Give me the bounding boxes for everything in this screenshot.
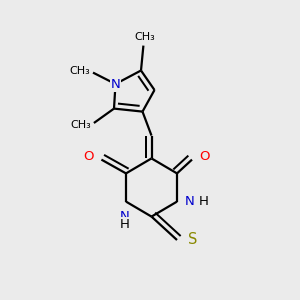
Text: CH₃: CH₃ bbox=[69, 66, 90, 76]
Text: O: O bbox=[200, 150, 210, 163]
Text: O: O bbox=[83, 150, 94, 163]
Text: N: N bbox=[185, 195, 194, 208]
Text: CH₃: CH₃ bbox=[70, 119, 91, 130]
Text: S: S bbox=[188, 232, 198, 247]
Text: H: H bbox=[199, 195, 208, 208]
Text: N: N bbox=[120, 209, 129, 223]
Text: CH₃: CH₃ bbox=[134, 32, 155, 42]
Text: H: H bbox=[120, 218, 129, 232]
Text: N: N bbox=[111, 77, 120, 91]
